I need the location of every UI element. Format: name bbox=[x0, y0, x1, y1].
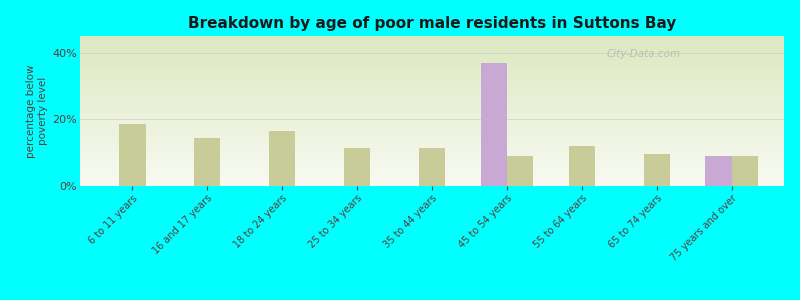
Bar bbox=[706, 156, 731, 186]
Y-axis label: percentage below
poverty level: percentage below poverty level bbox=[26, 64, 48, 158]
Title: Breakdown by age of poor male residents in Suttons Bay: Breakdown by age of poor male residents … bbox=[188, 16, 676, 31]
Bar bbox=[507, 156, 533, 186]
Bar bbox=[119, 124, 146, 186]
Bar bbox=[569, 146, 595, 186]
Bar bbox=[194, 138, 221, 186]
Bar bbox=[643, 154, 670, 186]
Bar bbox=[481, 63, 507, 186]
Text: City-Data.com: City-Data.com bbox=[606, 49, 680, 59]
Bar bbox=[344, 148, 370, 186]
Bar bbox=[269, 131, 295, 186]
Bar bbox=[419, 148, 445, 186]
Bar bbox=[731, 156, 758, 186]
